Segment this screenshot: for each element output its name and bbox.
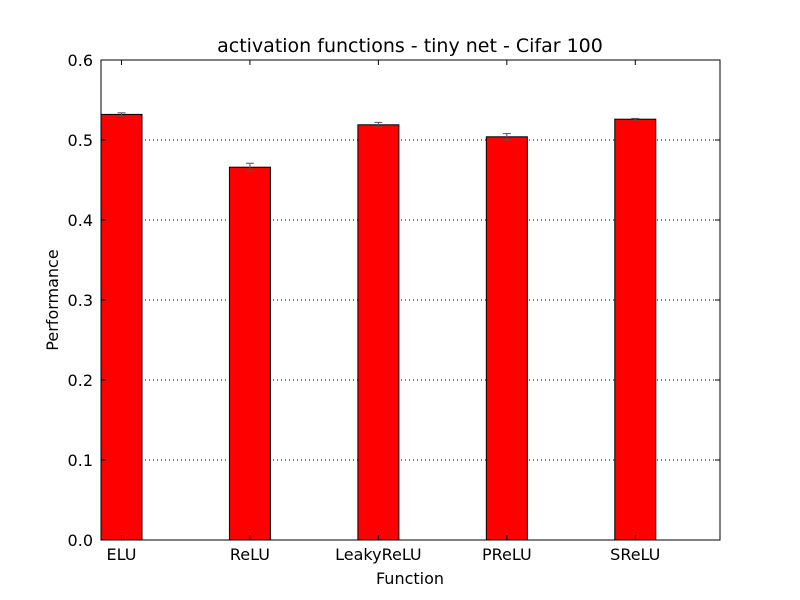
bars (100, 113, 657, 541)
y-axis-title: Performance (43, 249, 62, 350)
y-tick-label: 0.3 (68, 291, 93, 310)
bar-srelu (614, 118, 657, 541)
x-tick-label: SReLU (610, 545, 660, 564)
y-tick-label: 0.1 (68, 451, 93, 470)
bar-prelu (485, 136, 528, 541)
bar-elu (100, 113, 143, 541)
error-bars (117, 112, 640, 172)
y-tick-label: 0.4 (68, 211, 93, 230)
x-axis-title: Function (376, 569, 444, 588)
bar-leakyrelu (357, 124, 400, 541)
y-tick-label: 0.0 (68, 531, 93, 550)
y-tick-label: 0.2 (68, 371, 93, 390)
y-tick-label: 0.6 (68, 51, 93, 70)
x-tick-label: ELU (107, 545, 137, 564)
bar-relu (228, 166, 271, 541)
x-tick-label: ReLU (230, 545, 270, 564)
x-tick-label: PReLU (482, 545, 532, 564)
y-axis-ticks: 0.0 0.1 0.2 0.3 0.4 0.5 0.6 (68, 51, 720, 550)
y-tick-label: 0.5 (68, 131, 93, 150)
x-axis-ticks: ELU ReLU LeakyReLU PReLU SReLU (107, 60, 660, 564)
x-tick-label: LeakyReLU (335, 545, 422, 564)
chart-title: activation functions - tiny net - Cifar … (217, 35, 603, 57)
